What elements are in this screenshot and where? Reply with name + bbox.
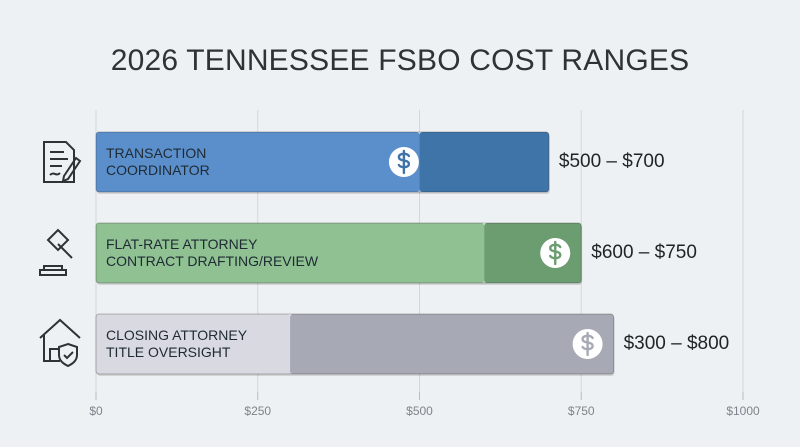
category-label: FLAT-RATE ATTORNEY CONTRACT DRAFTING/REV… <box>106 236 319 269</box>
bar-outline <box>95 131 550 193</box>
dollar-sign <box>549 240 562 266</box>
bar-range <box>419 132 549 192</box>
bar-base <box>96 132 420 192</box>
x-tick-label: $750 <box>567 404 595 418</box>
bar-range <box>484 223 582 283</box>
value-label: $600 – $750 <box>591 242 697 263</box>
dollar-sign <box>581 331 594 357</box>
x-tick-label: $0 <box>89 404 103 418</box>
category-label: TRANSACTION COORDINATOR <box>106 145 210 178</box>
bar-outline <box>95 222 582 284</box>
value-label: $300 – $800 <box>623 333 730 354</box>
bar-range <box>290 314 614 374</box>
x-tick-label: $250 <box>244 404 272 418</box>
bar-outline <box>95 313 615 375</box>
x-tick-label: $1000 <box>726 404 760 418</box>
bar-base <box>96 223 485 283</box>
category-label: CLOSING ATTORNEY TITLE OVERSIGHT <box>106 327 248 360</box>
x-tick-label: $500 <box>406 404 433 418</box>
icon-document <box>43 141 82 183</box>
icon-house-shield <box>39 318 81 368</box>
value-label: $500 – $700 <box>558 151 665 172</box>
chart-title: 2026 TENNESSEE FSBO COST RANGES <box>110 44 690 77</box>
bar-base <box>96 314 291 374</box>
icon-gavel <box>39 228 73 276</box>
dollar-sign <box>397 149 411 175</box>
